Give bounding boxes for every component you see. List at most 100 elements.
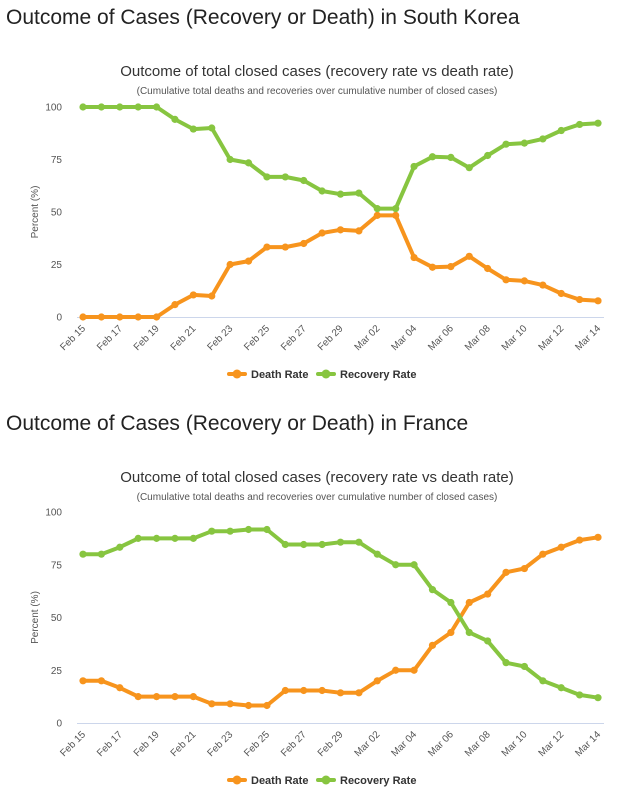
y-tick-label: 50 bbox=[51, 208, 63, 219]
data-point-recovery-rate bbox=[152, 534, 161, 542]
data-point-death-rate bbox=[134, 313, 142, 321]
x-tick-label: Feb 27 bbox=[279, 729, 309, 759]
data-point-recovery-rate bbox=[428, 586, 437, 594]
y-axis-label: Percent (%) bbox=[30, 591, 41, 644]
y-tick-label: 100 bbox=[45, 508, 62, 519]
data-point-death-rate bbox=[97, 313, 105, 321]
data-point-recovery-rate bbox=[300, 176, 308, 185]
data-point-death-rate bbox=[502, 276, 510, 284]
data-point-recovery-rate bbox=[116, 103, 124, 111]
data-point-recovery-rate bbox=[171, 534, 179, 542]
data-point-death-rate bbox=[189, 291, 197, 299]
data-point-death-rate bbox=[152, 313, 161, 321]
data-point-recovery-rate bbox=[336, 190, 345, 198]
data-point-death-rate bbox=[336, 689, 345, 697]
data-point-recovery-rate bbox=[465, 164, 473, 172]
x-tick-label: Feb 25 bbox=[242, 729, 272, 759]
data-point-death-rate bbox=[318, 229, 326, 237]
data-point-death-rate bbox=[539, 281, 547, 289]
data-point-death-rate bbox=[594, 297, 602, 305]
data-point-recovery-rate bbox=[134, 103, 142, 111]
data-point-recovery-rate bbox=[557, 684, 565, 692]
y-tick-label: 75 bbox=[51, 560, 63, 571]
data-point-recovery-rate bbox=[465, 628, 473, 637]
data-point-death-rate bbox=[336, 226, 345, 234]
data-point-death-rate bbox=[392, 211, 400, 219]
data-point-death-rate bbox=[244, 257, 253, 265]
data-point-recovery-rate bbox=[502, 140, 510, 148]
chart-france: Outcome of total closed cases (recovery … bbox=[30, 469, 604, 787]
data-point-recovery-rate bbox=[171, 115, 179, 123]
data-point-death-rate bbox=[226, 700, 234, 708]
x-tick-label: Mar 02 bbox=[353, 323, 383, 353]
data-point-recovery-rate bbox=[355, 189, 363, 197]
data-point-recovery-rate bbox=[134, 534, 142, 542]
legend-label: Recovery Rate bbox=[340, 775, 416, 787]
x-tick-label: Mar 08 bbox=[463, 729, 493, 759]
data-point-death-rate bbox=[539, 550, 547, 558]
chart-title: Outcome of total closed cases (recovery … bbox=[120, 469, 514, 486]
x-tick-label: Feb 29 bbox=[316, 729, 346, 759]
x-tick-label: Feb 23 bbox=[205, 323, 235, 353]
legend-label: Death Rate bbox=[251, 369, 308, 381]
data-point-death-rate bbox=[79, 677, 87, 685]
data-point-death-rate bbox=[281, 686, 289, 695]
data-point-death-rate bbox=[263, 701, 271, 710]
x-tick-label: Feb 21 bbox=[169, 323, 199, 353]
x-tick-label: Feb 15 bbox=[58, 729, 88, 759]
data-point-death-rate bbox=[576, 295, 584, 304]
data-point-death-rate bbox=[189, 693, 197, 701]
data-point-recovery-rate bbox=[594, 119, 602, 127]
data-point-recovery-rate bbox=[392, 205, 400, 213]
data-point-recovery-rate bbox=[520, 139, 529, 147]
legend-item-recovery-rate: Recovery Rate bbox=[316, 775, 416, 787]
x-tick-label: Feb 17 bbox=[95, 323, 125, 353]
data-point-death-rate bbox=[447, 263, 455, 271]
data-point-recovery-rate bbox=[373, 550, 381, 558]
data-point-recovery-rate bbox=[97, 550, 105, 558]
data-point-death-rate bbox=[557, 543, 565, 551]
data-point-death-rate bbox=[465, 252, 473, 260]
x-tick-label: Mar 08 bbox=[463, 323, 493, 353]
data-point-death-rate bbox=[428, 641, 437, 649]
data-point-recovery-rate bbox=[520, 662, 529, 671]
data-point-death-rate bbox=[520, 564, 529, 573]
data-point-death-rate bbox=[373, 677, 381, 685]
data-point-death-rate bbox=[557, 289, 565, 298]
chart-title: Outcome of total closed cases (recovery … bbox=[120, 63, 514, 80]
legend-item-recovery-rate: Recovery Rate bbox=[316, 369, 416, 381]
data-point-death-rate bbox=[355, 689, 363, 697]
data-point-recovery-rate bbox=[392, 561, 400, 569]
data-point-death-rate bbox=[134, 693, 142, 701]
x-tick-label: Mar 14 bbox=[573, 729, 603, 759]
data-point-death-rate bbox=[502, 568, 510, 576]
y-tick-label: 100 bbox=[45, 103, 62, 114]
x-tick-label: Feb 21 bbox=[169, 729, 199, 759]
x-tick-label: Mar 04 bbox=[389, 729, 419, 759]
data-point-death-rate bbox=[226, 260, 234, 269]
data-point-death-rate bbox=[300, 239, 308, 248]
section-heading: Outcome of Cases (Recovery or Death) in … bbox=[6, 6, 520, 29]
y-tick-label: 75 bbox=[51, 155, 63, 166]
data-point-death-rate bbox=[208, 292, 216, 300]
x-tick-label: Feb 15 bbox=[58, 323, 88, 353]
data-point-death-rate bbox=[300, 686, 308, 695]
legend-item-death-rate: Death Rate bbox=[227, 369, 308, 381]
legend-marker bbox=[321, 775, 331, 785]
x-tick-label: Mar 04 bbox=[389, 323, 419, 353]
legend-label: Recovery Rate bbox=[340, 369, 416, 381]
series-line-recovery-rate bbox=[81, 527, 600, 700]
data-point-recovery-rate bbox=[97, 103, 105, 111]
x-tick-label: Feb 19 bbox=[132, 323, 162, 353]
data-point-death-rate bbox=[116, 684, 124, 692]
data-point-death-rate bbox=[97, 677, 105, 685]
data-point-recovery-rate bbox=[226, 155, 234, 164]
y-tick-label: 0 bbox=[56, 313, 62, 324]
data-point-recovery-rate bbox=[281, 540, 289, 549]
x-tick-label: Mar 02 bbox=[353, 729, 383, 759]
chart-subtitle: (Cumulative total deaths and recoveries … bbox=[137, 492, 498, 503]
x-tick-label: Mar 06 bbox=[426, 729, 456, 759]
chart-section-south-korea: Outcome of Cases (Recovery or Death) in … bbox=[6, 6, 604, 381]
data-point-recovery-rate bbox=[594, 694, 602, 702]
data-point-death-rate bbox=[447, 628, 455, 637]
